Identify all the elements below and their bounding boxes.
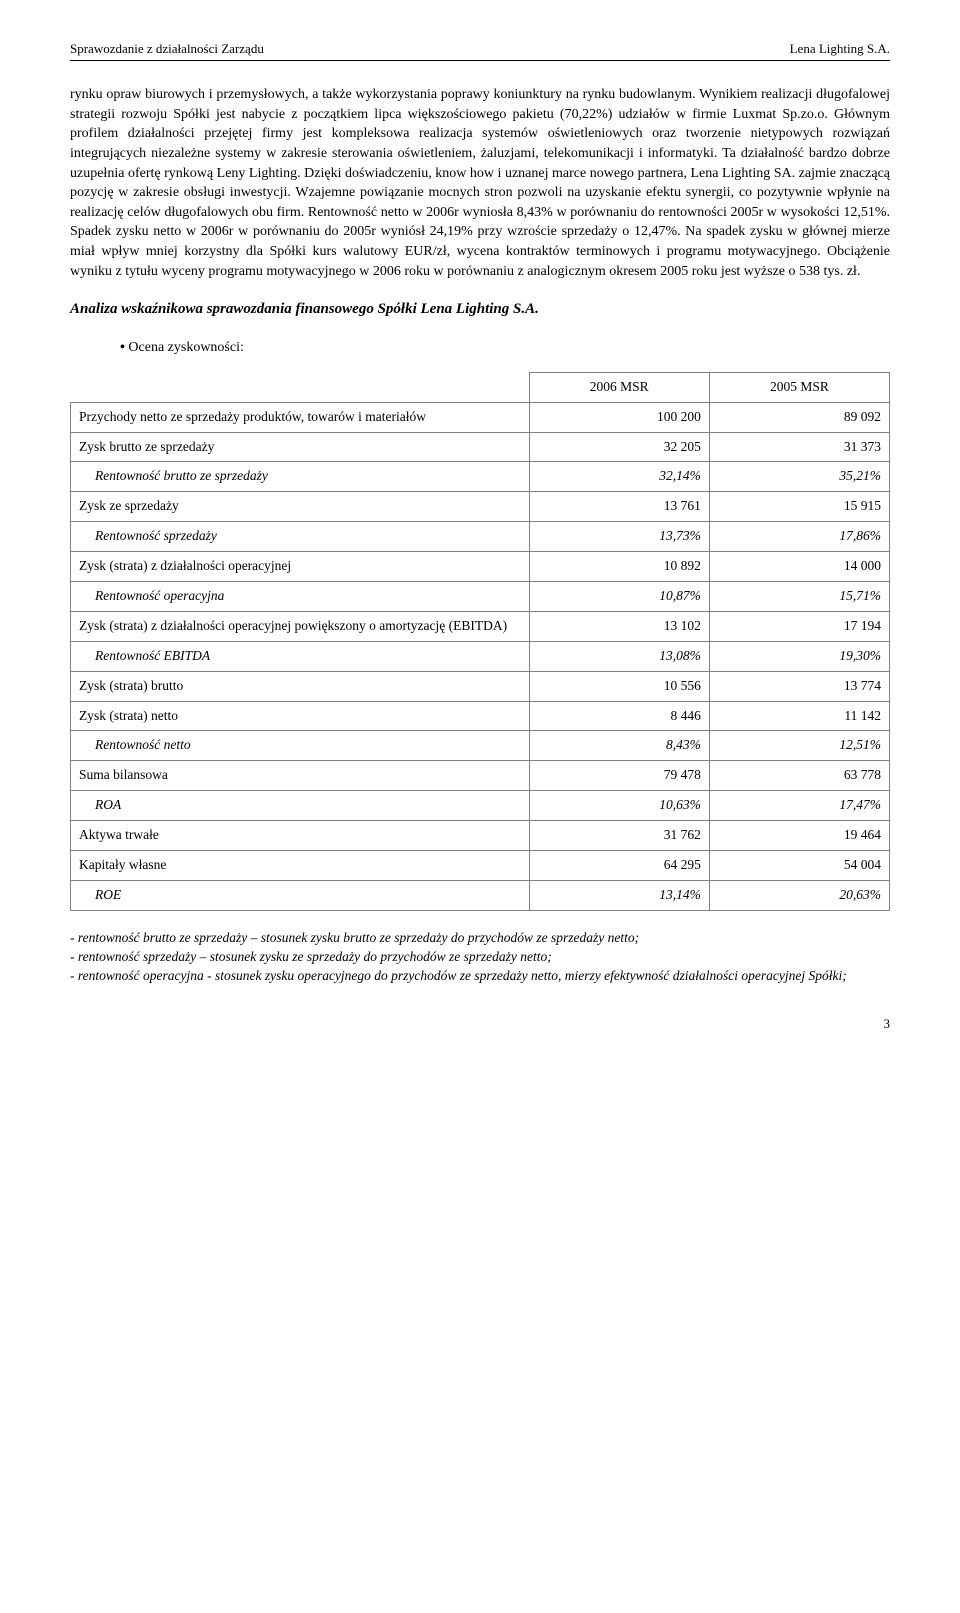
row-value-2005: 20,63%	[709, 880, 889, 910]
footnotes-text: - rentowność brutto ze sprzedaży – stosu…	[70, 929, 890, 986]
row-value-2006: 10 556	[529, 671, 709, 701]
col-header-2006: 2006 MSR	[529, 372, 709, 402]
section-title: Analiza wskaźnikowa sprawozdania finanso…	[70, 299, 890, 320]
table-row: ROE13,14%20,63%	[71, 880, 890, 910]
row-value-2005: 15,71%	[709, 581, 889, 611]
row-value-2006: 64 295	[529, 850, 709, 880]
row-label: Zysk brutto ze sprzedaży	[71, 432, 530, 462]
row-value-2006: 13 102	[529, 611, 709, 641]
page-number: 3	[70, 1015, 890, 1033]
row-value-2005: 15 915	[709, 492, 889, 522]
row-value-2006: 10,63%	[529, 791, 709, 821]
row-value-2005: 13 774	[709, 671, 889, 701]
row-value-2006: 13,14%	[529, 880, 709, 910]
row-value-2005: 14 000	[709, 552, 889, 582]
table-row: Rentowność brutto ze sprzedaży32,14%35,2…	[71, 462, 890, 492]
table-row: Zysk (strata) brutto10 55613 774	[71, 671, 890, 701]
row-value-2005: 31 373	[709, 432, 889, 462]
row-label: Zysk (strata) z działalności operacyjnej	[71, 552, 530, 582]
row-label: ROA	[71, 791, 530, 821]
row-value-2006: 13,73%	[529, 522, 709, 552]
row-value-2005: 89 092	[709, 402, 889, 432]
table-corner	[71, 372, 530, 402]
bullet-item: Ocena zyskowności:	[120, 338, 890, 358]
row-label: Zysk ze sprzedaży	[71, 492, 530, 522]
header-right: Lena Lighting S.A.	[790, 40, 890, 58]
body-text-content: rynku opraw biurowych i przemysłowych, a…	[70, 85, 890, 281]
table-row: Suma bilansowa79 47863 778	[71, 761, 890, 791]
table-row: Zysk (strata) z działalności operacyjnej…	[71, 611, 890, 641]
row-value-2005: 17,86%	[709, 522, 889, 552]
row-value-2005: 12,51%	[709, 731, 889, 761]
row-value-2006: 100 200	[529, 402, 709, 432]
row-label: Rentowność EBITDA	[71, 641, 530, 671]
row-value-2005: 17,47%	[709, 791, 889, 821]
row-value-2006: 10 892	[529, 552, 709, 582]
profitability-table: 2006 MSR2005 MSR Przychody netto ze sprze…	[70, 372, 890, 911]
header-left: Sprawozdanie z działalności Zarządu	[70, 40, 264, 58]
row-value-2005: 11 142	[709, 701, 889, 731]
row-label: Rentowność operacyjna	[71, 581, 530, 611]
row-value-2005: 17 194	[709, 611, 889, 641]
col-header-2005: 2005 MSR	[709, 372, 889, 402]
table-row: ROA10,63%17,47%	[71, 791, 890, 821]
row-value-2006: 32 205	[529, 432, 709, 462]
table-row: Zysk ze sprzedaży13 76115 915	[71, 492, 890, 522]
row-label: Przychody netto ze sprzedaży produktów, …	[71, 402, 530, 432]
row-label: Zysk (strata) brutto	[71, 671, 530, 701]
row-value-2006: 79 478	[529, 761, 709, 791]
footnotes: - rentowność brutto ze sprzedaży – stosu…	[70, 929, 890, 986]
body-paragraph: rynku opraw biurowych i przemysłowych, a…	[70, 85, 890, 281]
table-row: Przychody netto ze sprzedaży produktów, …	[71, 402, 890, 432]
row-value-2006: 13,08%	[529, 641, 709, 671]
row-label: Rentowność netto	[71, 731, 530, 761]
row-value-2005: 19,30%	[709, 641, 889, 671]
bullet-text: Ocena zyskowności:	[128, 340, 243, 355]
row-value-2006: 8,43%	[529, 731, 709, 761]
page-header: Sprawozdanie z działalności Zarządu Lena…	[70, 40, 890, 61]
table-row: Aktywa trwałe31 76219 464	[71, 821, 890, 851]
table-row: Kapitały własne64 29554 004	[71, 850, 890, 880]
row-value-2006: 31 762	[529, 821, 709, 851]
row-value-2005: 63 778	[709, 761, 889, 791]
row-label: Zysk (strata) netto	[71, 701, 530, 731]
table-row: Zysk (strata) z działalności operacyjnej…	[71, 552, 890, 582]
table-row: Zysk (strata) netto8 44611 142	[71, 701, 890, 731]
row-value-2005: 35,21%	[709, 462, 889, 492]
row-label: ROE	[71, 880, 530, 910]
table-row: Rentowność netto8,43%12,51%	[71, 731, 890, 761]
row-label: Suma bilansowa	[71, 761, 530, 791]
row-label: Aktywa trwałe	[71, 821, 530, 851]
table-row: Zysk brutto ze sprzedaży32 20531 373	[71, 432, 890, 462]
table-row: Rentowność operacyjna10,87%15,71%	[71, 581, 890, 611]
table-row: Rentowność sprzedaży13,73%17,86%	[71, 522, 890, 552]
row-label: Rentowność sprzedaży	[71, 522, 530, 552]
row-value-2006: 13 761	[529, 492, 709, 522]
row-label: Zysk (strata) z działalności operacyjnej…	[71, 611, 530, 641]
row-value-2006: 10,87%	[529, 581, 709, 611]
row-value-2006: 32,14%	[529, 462, 709, 492]
row-value-2005: 54 004	[709, 850, 889, 880]
row-label: Rentowność brutto ze sprzedaży	[71, 462, 530, 492]
row-value-2006: 8 446	[529, 701, 709, 731]
row-label: Kapitały własne	[71, 850, 530, 880]
row-value-2005: 19 464	[709, 821, 889, 851]
table-row: Rentowność EBITDA13,08%19,30%	[71, 641, 890, 671]
